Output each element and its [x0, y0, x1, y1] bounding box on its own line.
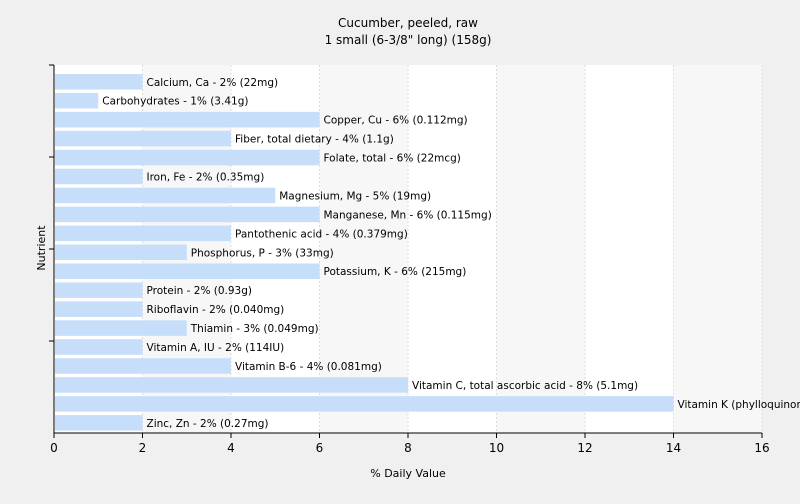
grid-band — [497, 65, 586, 433]
bar-label: Thiamin - 3% (0.049mg) — [190, 323, 319, 335]
x-tick-label: 8 — [404, 441, 412, 455]
bar — [55, 396, 674, 412]
bar-label: Pantothenic acid - 4% (0.379mg) — [235, 228, 408, 240]
bar — [55, 245, 187, 261]
bar-label: Protein - 2% (0.93g) — [147, 285, 253, 297]
x-tick-label: 6 — [316, 441, 324, 455]
x-tick-label: 4 — [227, 441, 235, 455]
bar — [55, 131, 231, 147]
bar-label: Vitamin A, IU - 2% (114IU) — [147, 342, 285, 354]
x-axis-label: % Daily Value — [370, 467, 446, 480]
bar-label: Vitamin C, total ascorbic acid - 8% (5.1… — [412, 380, 638, 392]
x-tick-labels: 0 2 4 6 8 10 12 14 16 — [50, 433, 769, 455]
bar-label: Potassium, K - 6% (215mg) — [324, 266, 467, 278]
bar-label: Calcium, Ca - 2% (22mg) — [147, 77, 279, 89]
bar-label: Vitamin K (phylloquinone) - 14% (11.4mcg… — [678, 399, 800, 411]
bar — [55, 263, 320, 279]
bar — [55, 226, 231, 242]
bar-label: Iron, Fe - 2% (0.35mg) — [147, 172, 265, 184]
bar — [55, 93, 98, 109]
bar-label: Carbohydrates - 1% (3.41g) — [102, 96, 248, 108]
x-tick-label: 14 — [666, 441, 681, 455]
bar — [55, 74, 143, 90]
bar-label: Vitamin B-6 - 4% (0.081mg) — [235, 361, 382, 373]
x-tick-label: 12 — [577, 441, 592, 455]
bar — [55, 188, 275, 204]
bar-label: Magnesium, Mg - 5% (19mg) — [279, 190, 431, 202]
bar — [55, 415, 143, 431]
bar — [55, 150, 320, 166]
x-tick-label: 0 — [50, 441, 58, 455]
bar — [55, 301, 143, 317]
bar-label: Copper, Cu - 6% (0.112mg) — [324, 115, 468, 127]
bar — [55, 112, 320, 128]
bar — [55, 169, 143, 185]
bar — [55, 320, 187, 336]
bar — [55, 377, 408, 393]
y-axis-label: Nutrient — [35, 225, 48, 271]
bar — [55, 339, 143, 355]
bar — [55, 282, 143, 298]
x-tick-label: 16 — [754, 441, 769, 455]
bar — [55, 207, 320, 223]
x-tick-label: 10 — [489, 441, 504, 455]
chart-subtitle: 1 small (6-3/8" long) (158g) — [325, 33, 492, 47]
bar-label: Riboflavin - 2% (0.040mg) — [147, 304, 285, 316]
bar-label: Fiber, total dietary - 4% (1.1g) — [235, 134, 394, 146]
bar-label: Manganese, Mn - 6% (0.115mg) — [324, 209, 492, 221]
bar-label: Zinc, Zn - 2% (0.27mg) — [147, 418, 269, 430]
x-tick-label: 2 — [139, 441, 147, 455]
grid-band — [674, 65, 763, 433]
chart-title: Cucumber, peeled, raw — [338, 16, 478, 30]
bar — [55, 358, 231, 374]
bar-label: Folate, total - 6% (22mcg) — [324, 153, 461, 165]
bar-label: Phosphorus, P - 3% (33mg) — [191, 247, 334, 259]
